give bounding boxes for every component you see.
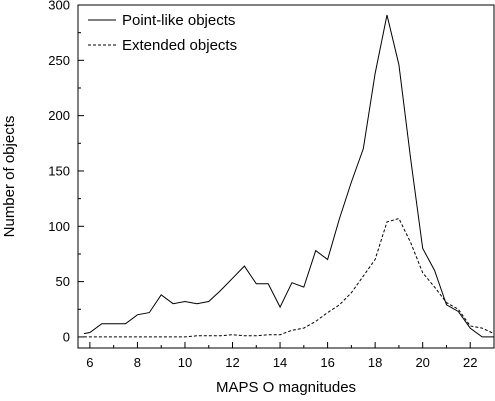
y-tick-label: 300 (48, 0, 70, 13)
x-tick-label: 8 (134, 355, 141, 370)
y-tick-label: 50 (56, 274, 70, 289)
x-axis-title: MAPS O magnitudes (216, 379, 356, 396)
legend-label-extended: Extended objects (122, 37, 237, 54)
series-layer (83, 14, 495, 338)
x-tick-label: 16 (320, 355, 334, 370)
series-line-point-like (83, 14, 494, 338)
x-tick-label: 20 (415, 355, 429, 370)
y-tick-label: 100 (48, 219, 70, 234)
y-tick-label: 250 (48, 53, 70, 68)
x-tick-label: 6 (86, 355, 93, 370)
legend-label-point-like: Point-like objects (122, 12, 235, 29)
legend: Point-like objects Extended objects (88, 12, 237, 54)
plot-frame (77, 4, 495, 349)
axis-ticks: 6 8 10 12 14 16 18 20 22 0 50 100 150 200 250 300 (48, 0, 477, 370)
x-tick-label: 22 (463, 355, 477, 370)
y-tick-label: 0 (63, 329, 70, 344)
series-line-extended (83, 217, 495, 338)
y-axis-title: Number of objects (1, 116, 18, 238)
y-tick-label: 150 (48, 163, 70, 178)
y-tick-label: 200 (48, 108, 70, 123)
x-tick-label: 12 (225, 355, 239, 370)
x-tick-label: 14 (273, 355, 287, 370)
x-tick-label: 10 (178, 355, 192, 370)
x-tick-label: 18 (368, 355, 382, 370)
